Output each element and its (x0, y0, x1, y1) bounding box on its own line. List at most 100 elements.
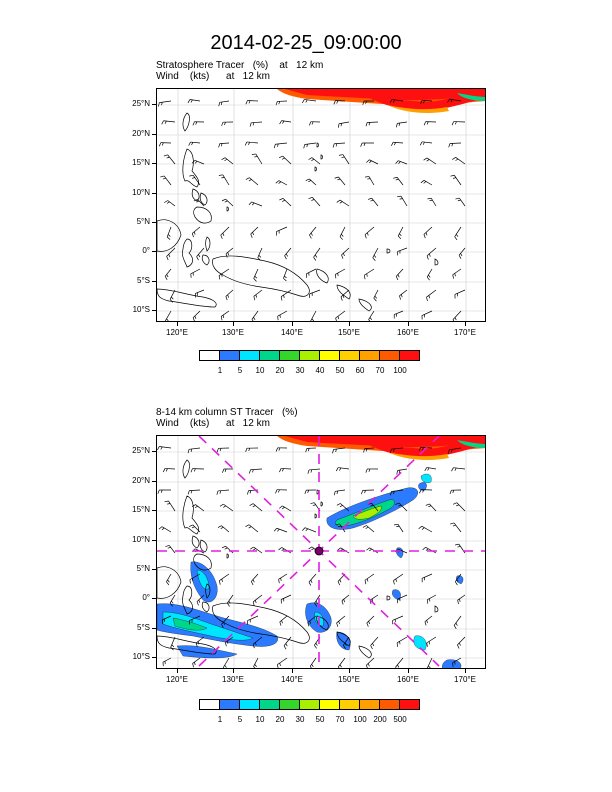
wind-barb (395, 268, 404, 281)
colorbar-label: 1 (217, 715, 223, 724)
wind-barb (247, 615, 259, 625)
wind-barb (216, 489, 230, 495)
colorbar-label: 70 (335, 715, 345, 724)
wind-barb (280, 289, 292, 301)
wind-barb (454, 226, 462, 241)
wind-barb (399, 289, 408, 300)
colorbar-label: 30 (295, 366, 305, 375)
wind-barb (194, 289, 205, 298)
wind-barb (164, 200, 176, 207)
wind-barb (389, 99, 404, 104)
wind-barb (426, 636, 437, 647)
colorbar-label: 100 (393, 366, 407, 375)
lat-tick (152, 310, 156, 311)
wind-barb (220, 310, 230, 321)
lat-tick (152, 598, 156, 599)
wind-barb (278, 573, 288, 584)
wind-barb (366, 615, 375, 627)
wind-barb (421, 310, 433, 320)
wind-barb (307, 468, 321, 474)
colorbar-swatch (219, 699, 240, 710)
panel2-title-line1: 8-14 km column ST Tracer (%) (156, 407, 298, 418)
wind-barb (250, 573, 259, 586)
wind-barb (279, 198, 292, 207)
wind-barb (169, 594, 176, 607)
lon-tick-label: 150°E (338, 675, 360, 684)
wind-barb (192, 657, 201, 668)
wind-barb (219, 573, 230, 585)
wind-barb (418, 525, 433, 533)
wind-barb (310, 310, 317, 321)
colorbar-swatch (339, 699, 360, 710)
wind-barb (395, 502, 408, 512)
wind-barb (220, 226, 230, 239)
wind-barb (219, 503, 234, 512)
colorbar-label: 20 (275, 366, 285, 375)
wind-barb (363, 268, 375, 280)
colorbar-label: 20 (275, 715, 285, 724)
wind-barb (364, 226, 375, 239)
colorbar-swatch (399, 350, 420, 361)
lat-tick-label: 10°S (132, 305, 150, 314)
wind-barb (217, 525, 230, 533)
wind-barb (392, 615, 404, 625)
wind-barb (252, 636, 263, 649)
colorbar-swatch (259, 699, 280, 710)
wind-barb (425, 503, 437, 512)
wind-barb (368, 310, 375, 321)
colorbar-swatch (359, 699, 380, 710)
wind-barb (427, 197, 437, 207)
wind-barb (162, 468, 176, 473)
wind-barb (309, 657, 317, 668)
wind-barb (458, 247, 466, 259)
colorbar-swatch (299, 699, 320, 710)
wind-barb (449, 489, 462, 495)
wind-barb (420, 99, 433, 105)
wind-barb (307, 615, 317, 627)
wind-barb (338, 154, 350, 165)
wind-barb (335, 467, 350, 472)
lon-tick-label: 160°E (397, 328, 419, 337)
wind-barb (336, 199, 350, 207)
lon-tick-label: 120°E (166, 328, 188, 337)
wind-barb (279, 505, 292, 512)
lat-tick (152, 657, 156, 658)
wind-barb (191, 504, 205, 512)
panel1-colorbar (199, 350, 420, 361)
wind-barb (222, 657, 230, 668)
wind-barb (362, 100, 375, 105)
colorbar-label: 1 (217, 366, 223, 375)
wind-barb (166, 247, 176, 261)
wind-barb (251, 310, 259, 321)
wind-barb (333, 489, 346, 496)
lon-tick (349, 669, 350, 673)
wind-barb (221, 121, 234, 127)
wind-barb (365, 468, 379, 473)
lat-tick-label: 25°N (132, 99, 150, 108)
wind-barb (393, 310, 404, 319)
wind-barb (191, 160, 205, 165)
panel1-map (156, 88, 486, 322)
wind-barb (395, 657, 404, 668)
colorbar-swatch (339, 350, 360, 361)
wind-barb (365, 121, 379, 127)
lon-tick (465, 322, 466, 326)
wind-barb (393, 573, 404, 585)
wind-barb (426, 247, 437, 260)
wind-barb (218, 268, 230, 280)
wind-barb (279, 615, 288, 626)
lon-tick-label: 160°E (397, 675, 419, 684)
wind-barb (218, 142, 230, 148)
wind-barb (332, 447, 346, 454)
wind-barb (454, 289, 466, 299)
wind-barb (253, 268, 259, 282)
wind-barb (187, 447, 201, 454)
wind-barb (275, 489, 288, 494)
wind-barb (451, 121, 466, 126)
wind-barb (245, 177, 259, 186)
wind-barb (309, 226, 317, 239)
colorbar-label: 40 (315, 366, 325, 375)
wind-barb (277, 310, 288, 321)
wind-barb (245, 524, 259, 533)
wind-barb (447, 98, 462, 103)
